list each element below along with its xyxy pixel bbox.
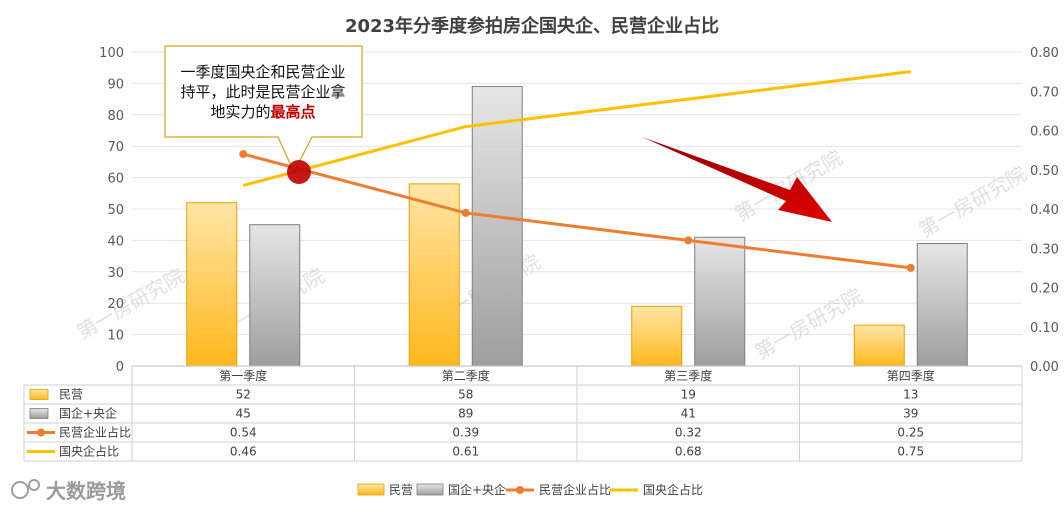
legend-label: 民营 [389, 483, 413, 497]
y-right-tick-label: 0.00 [1030, 360, 1059, 375]
y-left-tick-label: 0 [116, 360, 124, 375]
table-cell: 41 [681, 407, 696, 421]
brand-name: 大数跨境 [46, 479, 126, 503]
table-cell: 19 [681, 388, 696, 402]
point-private-share [684, 236, 693, 245]
table-legend-marker [37, 428, 45, 437]
table-cell: 58 [458, 388, 473, 402]
legend-label: 民营企业占比 [539, 482, 611, 497]
bar-soe [471, 86, 523, 367]
y-right-tick-label: 0.10 [1030, 321, 1059, 336]
watermark-text: 第一房研究院 [915, 162, 1031, 243]
table-cell: 89 [458, 407, 473, 421]
y-left-tick-label: 20 [107, 297, 124, 312]
callout-line-1: 一季度国央企和民营企业 [180, 63, 345, 81]
point-private-share [461, 208, 470, 217]
point-private-share [239, 150, 248, 159]
table-cell: 0.61 [452, 445, 479, 459]
table-cell: 0.32 [675, 426, 702, 440]
table-series-name: 民营 [59, 388, 83, 402]
table-cell: 0.46 [230, 445, 257, 459]
category-label: 第一季度 [219, 368, 267, 383]
brand-logo-dot-icon [28, 479, 40, 491]
y-left-tick-label: 40 [107, 234, 124, 249]
bar-private [631, 305, 683, 367]
bar-private [186, 202, 238, 367]
y-left-tick-label: 70 [107, 140, 124, 155]
table-series-name: 国企+央企 [59, 406, 117, 421]
y-left-tick-label: 60 [107, 172, 124, 187]
bar-soe [694, 236, 746, 367]
bars [186, 86, 968, 367]
table-cell: 39 [903, 407, 918, 421]
lines [239, 70, 915, 272]
y-right-tick-label: 0.70 [1030, 85, 1059, 100]
y-right-tick-label: 0.30 [1030, 242, 1059, 257]
watermark-text: 第一房研究院 [73, 264, 189, 345]
table-series-name: 国央企占比 [59, 444, 119, 459]
bar-private [408, 183, 460, 367]
y-left-tick-label: 90 [107, 77, 124, 92]
table-cell: 0.54 [230, 426, 257, 440]
legend-swatch [357, 483, 385, 496]
callout-emphasis: 最高点 [271, 103, 316, 121]
y-right-tick-label: 0.50 [1030, 164, 1059, 179]
bar-private [853, 324, 905, 367]
y-right-tick-label: 0.20 [1030, 282, 1059, 297]
y-axis-left: 0 10 20 30 40 50 60 70 80 90 100 [99, 46, 124, 375]
legend-label: 国央企占比 [643, 482, 703, 497]
table-cell: 0.75 [897, 445, 924, 459]
callout: 一季度国央企和民营企业 持平，此时是民营企业拿 地实力的最高点 [164, 45, 363, 184]
watermark-text: 第一房研究院 [731, 146, 847, 227]
legend-marker [516, 486, 524, 494]
y-left-tick-label: 80 [107, 109, 124, 124]
table-series-name: 民营企业占比 [59, 425, 131, 440]
brand-logo-icon [11, 481, 29, 499]
table-legend-swatch [29, 408, 49, 419]
table-cell: 45 [236, 407, 251, 421]
table-cell: 0.68 [675, 445, 702, 459]
line-soe-share [242, 70, 911, 187]
legend: 民营 国企+央企 民营企业占比 国央企占比 [357, 482, 703, 497]
chart-title: 2023年分季度参拍房企国央企、民营企业占比 [345, 15, 719, 37]
crossover-marker [287, 160, 311, 184]
callout-box [164, 45, 363, 174]
y-axis-right: 0.00 0.10 0.20 0.30 0.40 0.50 0.60 0.70 0.80 [1030, 46, 1059, 375]
table-legend-swatch [29, 389, 49, 400]
y-left-tick-label: 50 [107, 203, 124, 218]
y-left-tick-label: 30 [107, 266, 124, 281]
brand-logo: 大数跨境 [11, 479, 126, 503]
table-cell: 0.25 [897, 426, 924, 440]
category-label: 第四季度 [887, 368, 935, 383]
line-private-share [242, 152, 911, 270]
trend-arrow [642, 137, 832, 222]
table-cell: 0.39 [452, 426, 479, 440]
y-right-tick-label: 0.80 [1030, 46, 1059, 61]
category-label: 第三季度 [664, 368, 712, 383]
category-label: 第二季度 [442, 368, 490, 383]
table-cell: 52 [236, 388, 251, 402]
table-cell: 13 [903, 388, 918, 402]
callout-line-2: 持平，此时是民营企业拿 [180, 83, 345, 101]
y-right-tick-label: 0.40 [1030, 203, 1059, 218]
callout-line-3-prefix: 地实力的 [210, 103, 270, 121]
y-right-tick-label: 0.60 [1030, 125, 1059, 140]
bar-soe [249, 224, 301, 367]
legend-label: 国企+央企 [448, 482, 506, 497]
callout-line-3: 地实力的最高点 [210, 103, 315, 121]
bar-soe [916, 243, 968, 367]
point-private-share [906, 263, 915, 272]
y-left-tick-label: 100 [99, 46, 124, 61]
y-left-tick-label: 10 [107, 329, 124, 344]
legend-swatch [416, 483, 444, 496]
watermark-text: 第一房研究院 [751, 284, 867, 365]
